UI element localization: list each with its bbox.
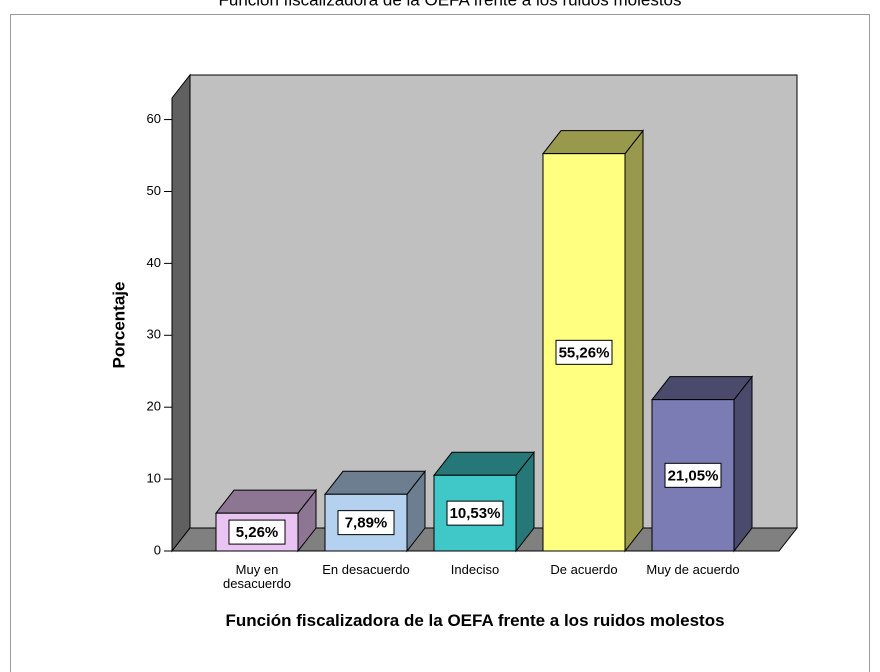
data-label-box <box>228 519 286 545</box>
x-tick-label: Muy en desacuerdo <box>223 562 291 591</box>
data-label: 5,26% <box>236 524 279 541</box>
chart-title: Función fiscalizadora de la OEFA frente … <box>218 0 681 9</box>
bar-top <box>432 451 536 476</box>
x-tick-label: De acuerdo <box>550 562 618 577</box>
y-tick-label: 30 <box>147 327 161 342</box>
data-label-box <box>664 462 722 488</box>
left-wall <box>171 73 191 553</box>
data-label-box <box>555 339 613 365</box>
x-tick-label: Muy de acuerdo <box>646 562 740 577</box>
data-label: 10,53% <box>450 505 501 522</box>
bar-side <box>624 129 644 553</box>
data-label-box <box>337 510 395 536</box>
data-label: 7,89% <box>345 515 388 532</box>
y-tick-label: 20 <box>147 399 161 414</box>
y-tick-label: 40 <box>147 255 161 270</box>
bar-top <box>541 130 645 155</box>
data-label: 55,26% <box>559 344 610 361</box>
y-tick-label: 10 <box>147 471 161 486</box>
bar-top <box>323 470 427 495</box>
data-label-box <box>446 500 504 526</box>
x-tick-label: En desacuerdo <box>322 562 410 577</box>
y-axis-label: Porcentaje <box>109 282 128 369</box>
bar-side <box>733 375 753 553</box>
y-tick-label: 0 <box>154 542 161 557</box>
y-tick-label: 50 <box>147 183 161 198</box>
bar-top <box>650 376 754 401</box>
data-label: 21,05% <box>668 467 719 484</box>
y-tick-label: 60 <box>147 111 161 126</box>
bar-top <box>214 489 318 514</box>
x-tick-label: Indeciso <box>450 562 500 577</box>
x-axis-label: Función fiscalizadora de la OEFA frente … <box>225 611 725 630</box>
